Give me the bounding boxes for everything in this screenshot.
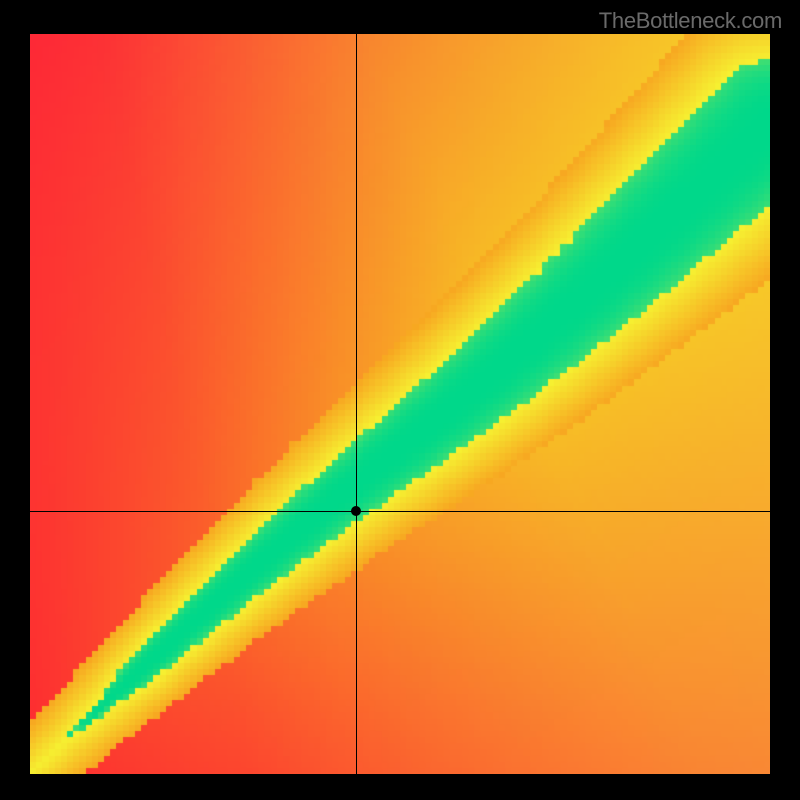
crosshair-marker	[351, 506, 361, 516]
figure-container: TheBottleneck.com	[0, 0, 800, 800]
crosshair-horizontal	[30, 511, 770, 512]
crosshair-vertical	[356, 34, 357, 774]
watermark-text: TheBottleneck.com	[599, 8, 782, 34]
heatmap-plot	[30, 34, 770, 774]
heatmap-canvas	[30, 34, 770, 774]
